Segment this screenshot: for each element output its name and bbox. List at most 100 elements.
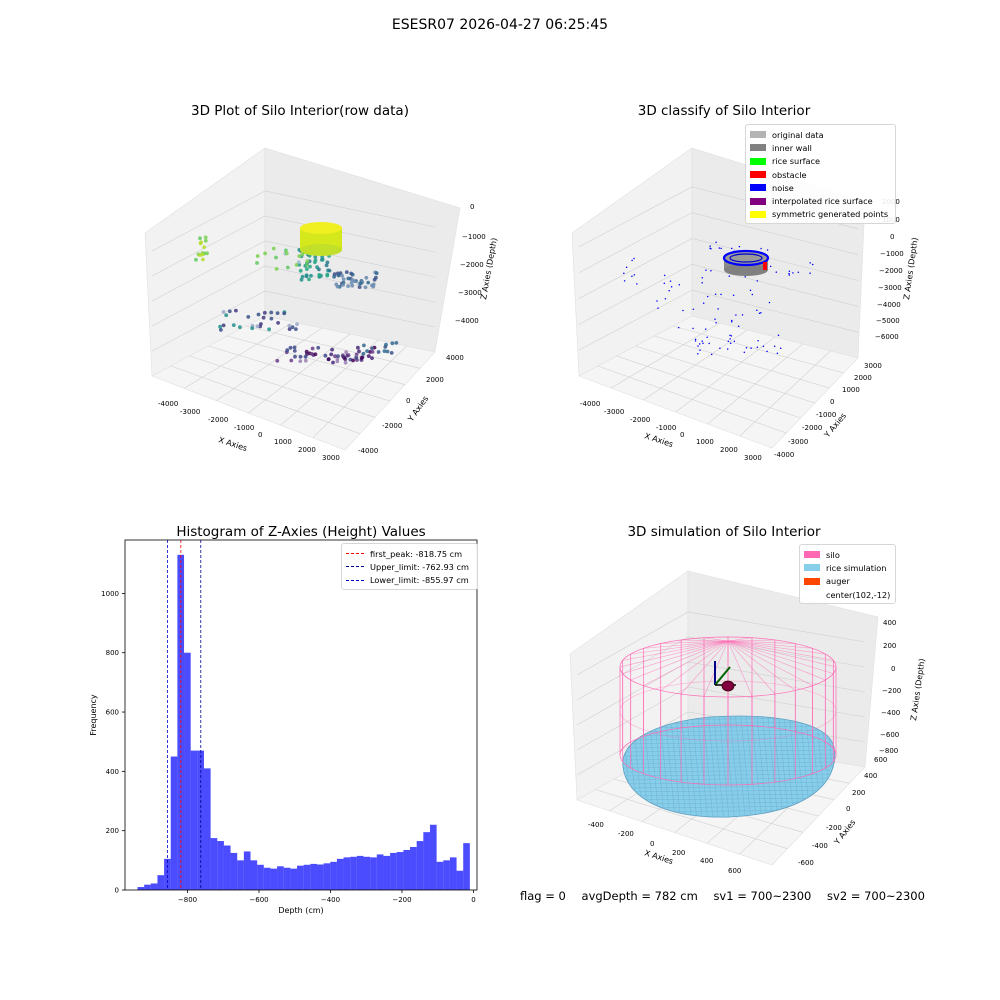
classify-y-tick: 0 — [830, 398, 834, 406]
raw-point — [231, 323, 236, 327]
classify-x-tick: 3000 — [744, 454, 762, 462]
raw-point — [284, 248, 288, 253]
sim-y-tick: 200 — [852, 789, 865, 797]
raw-point — [269, 316, 274, 321]
noise-point — [714, 318, 716, 320]
raw-point — [382, 349, 387, 353]
histogram-y-ticks: 0 200 400 600 800 1000 — [101, 590, 125, 895]
noise-point — [735, 314, 737, 316]
raw-point — [325, 272, 330, 277]
noise-point — [704, 328, 707, 330]
noise-point — [631, 259, 633, 262]
raw-point — [344, 270, 349, 274]
noise-point — [697, 353, 699, 355]
figure-title: ESESR07 2026-04-27 06:25:45 — [391, 17, 609, 33]
raw-point — [309, 273, 313, 278]
legend-label: center(102,-12) — [826, 589, 891, 600]
classify-inner-wall-base — [724, 264, 768, 276]
classify-y-tick: -2000 — [802, 424, 822, 432]
noise-point — [692, 308, 695, 311]
raw-z-tick: −3000 — [458, 289, 482, 297]
raw-point — [295, 322, 299, 327]
legend-swatch — [750, 144, 766, 152]
raw-point — [350, 277, 355, 282]
raw-point — [349, 280, 354, 285]
noise-point — [709, 245, 711, 247]
simulation-3d-plot: -400 -200 0 200 400 600 -600 -400 -200 0… — [569, 570, 927, 875]
noise-point — [743, 351, 746, 353]
noise-point — [776, 352, 779, 355]
classify-z-tick: −6000 — [875, 333, 899, 341]
raw-point — [384, 342, 388, 347]
noise-point — [738, 245, 741, 248]
classify-z-tick: 0 — [890, 233, 894, 241]
raw-point — [354, 356, 359, 360]
silo-roof-spoke — [727, 640, 813, 687]
sim-rice-body — [622, 715, 836, 818]
raw-point — [374, 275, 378, 280]
sim-y-tick: -600 — [798, 859, 814, 867]
raw-point — [340, 273, 344, 278]
raw-3d-plot: -4000 -3000 -2000 -1000 0 1000 2000 3000… — [144, 147, 499, 462]
raw-point — [317, 273, 322, 277]
noise-point — [792, 272, 794, 274]
legend-item: original data — [750, 128, 890, 141]
histogram-bar — [170, 756, 178, 890]
noise-point — [757, 339, 759, 342]
legend-label: original data — [772, 129, 824, 140]
noise-point — [677, 326, 680, 329]
noise-point — [766, 249, 769, 251]
legend-label: auger — [826, 576, 850, 587]
classify-silo-ring — [722, 249, 770, 276]
classify-y-tick: 3000 — [864, 362, 882, 370]
raw-point — [293, 354, 297, 359]
legend-label: inner wall — [772, 142, 812, 153]
sim-auger — [714, 661, 736, 692]
raw-point — [344, 350, 349, 355]
noise-point — [656, 300, 658, 302]
histogram-bar — [423, 832, 430, 890]
raw-y-tick: -4000 — [358, 447, 378, 455]
noise-point — [702, 342, 704, 344]
raw-point — [275, 358, 280, 363]
noise-point — [633, 274, 636, 276]
raw-point — [310, 352, 314, 356]
legend-label: Upper_limit: -762.93 cm — [370, 561, 469, 572]
raw-point — [305, 267, 309, 271]
sim-silo-wireframe — [619, 636, 837, 786]
raw-z-tick: −1000 — [462, 233, 486, 241]
classify-z-tick: −4000 — [877, 301, 901, 309]
raw-point — [346, 353, 351, 358]
sim-x-tick: -400 — [588, 821, 604, 829]
raw-cylinder-top — [300, 222, 342, 234]
legend-swatch — [346, 566, 364, 568]
noise-point — [809, 272, 811, 274]
raw-point — [276, 321, 280, 325]
raw-point — [300, 274, 305, 279]
raw-point — [255, 254, 260, 258]
legend-label: Lower_limit: -855.97 cm — [370, 575, 469, 586]
silo-roof-spoke — [727, 637, 753, 642]
raw-point — [385, 349, 390, 354]
histogram-bar — [190, 750, 198, 890]
histogram-y-tick-label: 1000 — [101, 590, 119, 598]
sim-x-tick: 0 — [650, 840, 654, 848]
raw-point — [359, 281, 363, 286]
noise-point — [729, 338, 731, 340]
raw-point — [284, 251, 289, 256]
sim-x-tick: 600 — [728, 867, 741, 875]
noise-point — [694, 340, 697, 342]
sim-y-tick: 400 — [864, 772, 877, 780]
raw-point — [394, 341, 399, 345]
histogram-bar — [443, 860, 450, 890]
histogram-bar — [243, 851, 251, 890]
noise-point — [788, 274, 791, 276]
histogram-bar — [164, 858, 171, 890]
noise-point — [773, 345, 776, 347]
sim-z-tick: −200 — [882, 687, 901, 695]
raw-point — [271, 246, 276, 251]
histogram-bar — [376, 854, 384, 890]
raw-point — [287, 327, 292, 331]
histogram-bar — [230, 852, 238, 890]
legend-item: rice surface — [750, 155, 890, 168]
